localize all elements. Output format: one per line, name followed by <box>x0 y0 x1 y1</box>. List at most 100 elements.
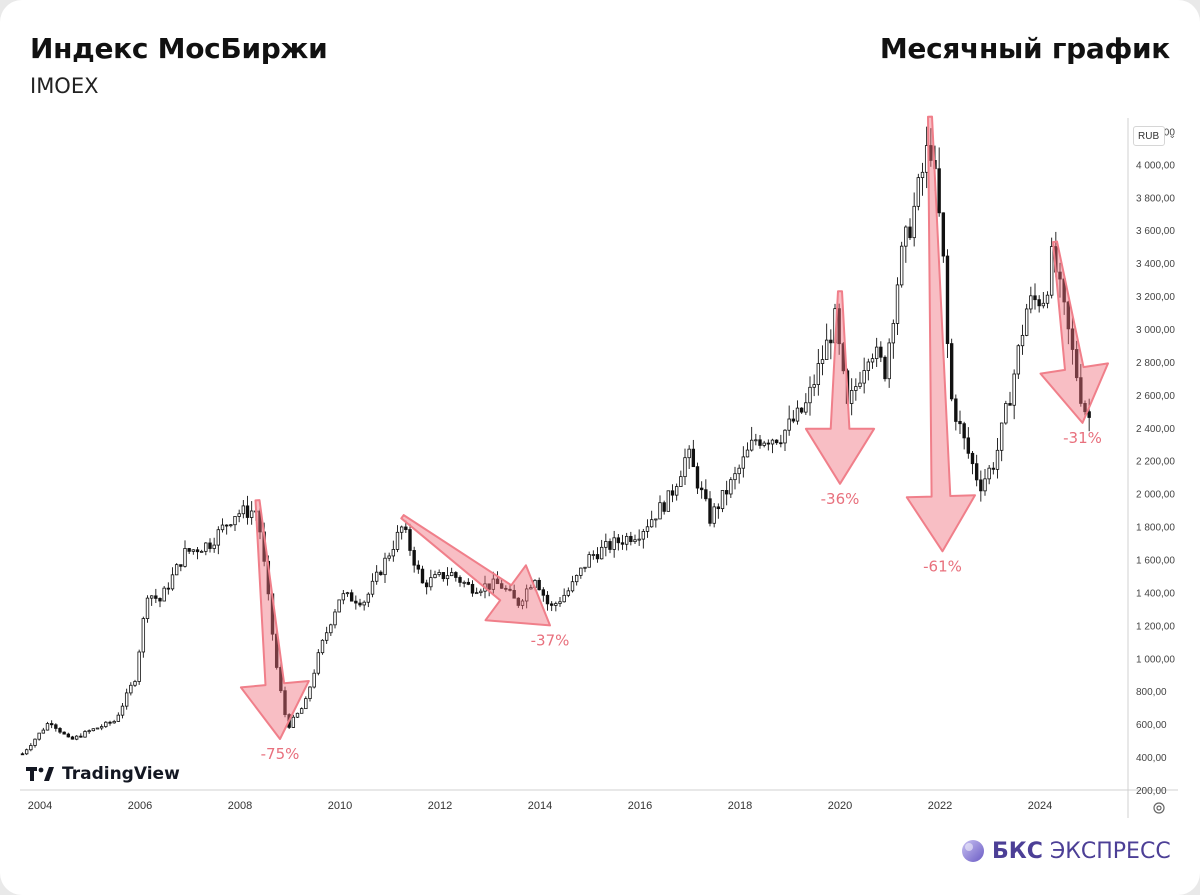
x-tick-label: 2022 <box>928 800 952 812</box>
candle <box>545 591 550 611</box>
candle <box>212 537 216 553</box>
candle <box>929 128 933 167</box>
candle <box>895 277 900 335</box>
drawdown-label: -75% <box>261 745 300 763</box>
candle <box>529 584 533 590</box>
candle <box>54 723 58 732</box>
drawdown-arrows-layer: -75% -37% -36% -61% -31% <box>239 115 1109 763</box>
candle <box>112 719 116 724</box>
y-tick-label: 800,00 <box>1136 687 1167 698</box>
candle <box>395 525 400 553</box>
drawdown-arrow: -37% <box>400 514 569 649</box>
candle <box>766 439 771 451</box>
candle <box>416 560 421 574</box>
y-tick-label: 2 000,00 <box>1136 490 1175 501</box>
y-tick-label: 200,00 <box>1136 786 1167 797</box>
currency-label: RUB <box>1138 130 1160 142</box>
candle <box>479 588 483 597</box>
y-tick-label: 3 000,00 <box>1136 325 1175 336</box>
candle <box>599 539 604 560</box>
candle <box>970 450 975 475</box>
candle <box>187 547 191 555</box>
candle <box>983 468 987 496</box>
y-tick-label: 1 400,00 <box>1136 588 1175 599</box>
candle <box>79 733 83 738</box>
drawdown-arrow: -36% <box>804 290 876 508</box>
settings-gear-icon[interactable] <box>1152 801 1166 815</box>
candle <box>95 727 100 730</box>
candle <box>154 588 158 604</box>
y-tick-label: 3 400,00 <box>1136 259 1175 270</box>
candle <box>1087 398 1091 432</box>
candle <box>116 712 121 722</box>
candle <box>70 735 75 740</box>
candle <box>737 464 741 484</box>
candle <box>387 552 391 562</box>
candle <box>445 567 450 586</box>
candle <box>733 466 737 490</box>
candle <box>354 595 358 610</box>
y-tick-label: 1 200,00 <box>1136 621 1175 632</box>
candle <box>729 477 733 498</box>
candle <box>424 579 429 595</box>
candle <box>579 567 583 579</box>
candle <box>220 518 225 533</box>
candle <box>912 192 916 247</box>
tradingview-logo-icon <box>26 767 54 781</box>
candle <box>83 729 87 738</box>
candle <box>679 470 683 487</box>
candle <box>1033 283 1037 310</box>
candle <box>954 394 958 431</box>
candle <box>141 616 146 658</box>
candle <box>312 669 316 689</box>
candle <box>179 564 183 572</box>
candle <box>362 600 366 611</box>
candle <box>1016 344 1021 379</box>
x-tick-label: 2012 <box>428 800 452 812</box>
candle <box>754 433 758 446</box>
candle <box>462 580 466 588</box>
candle <box>329 623 333 636</box>
candle <box>816 348 821 396</box>
candle <box>49 720 54 729</box>
candle <box>637 529 641 546</box>
bks-logo-icon <box>962 840 984 862</box>
candle <box>241 500 246 519</box>
candle <box>670 484 675 503</box>
candle <box>691 439 696 468</box>
candle <box>574 574 579 586</box>
y-tick-label: 1 600,00 <box>1136 556 1175 567</box>
chart-frame <box>20 118 1178 818</box>
currency-selector[interactable]: RUB ⌄ <box>1133 126 1176 146</box>
candle <box>979 470 983 502</box>
candle <box>554 601 558 612</box>
candle <box>624 532 629 551</box>
brand-name-bold: БКС <box>992 838 1043 864</box>
candle <box>304 696 308 710</box>
ticker-label: IMOEX <box>30 74 99 98</box>
candle <box>808 376 812 416</box>
candle <box>787 405 791 436</box>
candle <box>183 540 187 568</box>
candle <box>491 571 496 596</box>
candle <box>908 218 912 241</box>
candle <box>454 571 458 582</box>
candle <box>683 448 687 486</box>
y-tick-label: 3 600,00 <box>1136 226 1175 237</box>
candle <box>474 587 479 595</box>
candle <box>629 531 633 546</box>
candle <box>987 465 991 485</box>
candle <box>1079 364 1083 407</box>
candle <box>508 584 512 592</box>
candle <box>708 491 712 527</box>
candle <box>537 577 541 591</box>
candle <box>383 552 387 584</box>
candle <box>283 686 287 718</box>
candle <box>549 601 554 612</box>
candle <box>174 563 179 576</box>
x-tick-label: 2018 <box>728 800 752 812</box>
candle <box>341 589 346 605</box>
drawdown-label: -36% <box>821 490 860 508</box>
